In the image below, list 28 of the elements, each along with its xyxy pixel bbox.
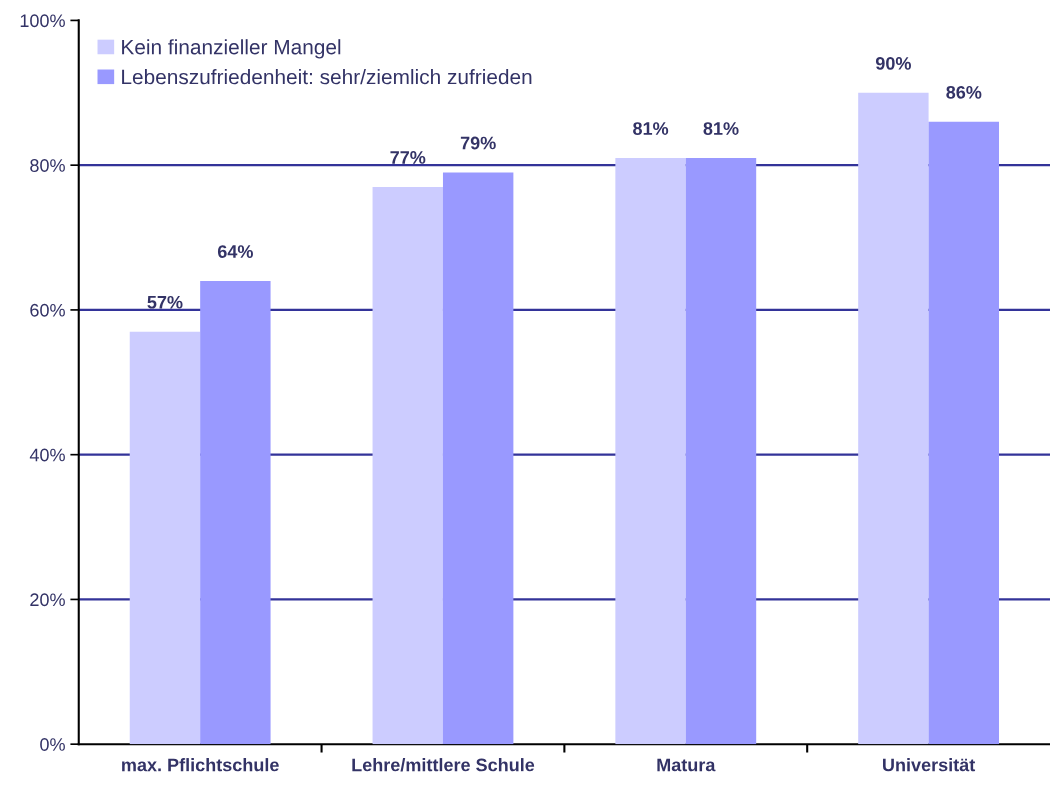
bar [200, 280, 271, 745]
y-tick-label: 60% [30, 303, 65, 317]
y-tick-label: 100% [20, 14, 65, 28]
bar [928, 121, 1000, 745]
data-label: 90% [875, 56, 911, 70]
y-tick-label: 80% [30, 159, 65, 172]
bar [129, 331, 201, 745]
y-tick-label: 40% [29, 448, 65, 462]
bar [858, 92, 929, 745]
data-label: 86% [946, 85, 982, 99]
bar [372, 186, 443, 745]
data-label: 64% [217, 245, 253, 258]
legend-label: Lebenszufriedenheit: sehr/ziemlich zufrieden [122, 69, 532, 85]
x-tick-label: max. Pflichtschule [122, 758, 279, 772]
bar [442, 172, 514, 745]
x-tick-label: Lehre/mittlere Schule [352, 758, 535, 772]
x-tick-label: Matura [657, 758, 716, 772]
y-tick-label: 20% [30, 593, 65, 607]
y-tick-label: 0% [40, 738, 65, 751]
bar [615, 157, 686, 745]
legend-label: Kein finanzieller Mangel [122, 39, 341, 59]
data-label: 79% [460, 136, 496, 150]
bar [685, 157, 757, 745]
x-tick-label: Universität [883, 758, 976, 772]
data-label: 81% [633, 122, 669, 135]
data-label: 77% [390, 151, 426, 164]
data-label: 81% [703, 122, 739, 135]
data-label: 57% [147, 295, 183, 309]
